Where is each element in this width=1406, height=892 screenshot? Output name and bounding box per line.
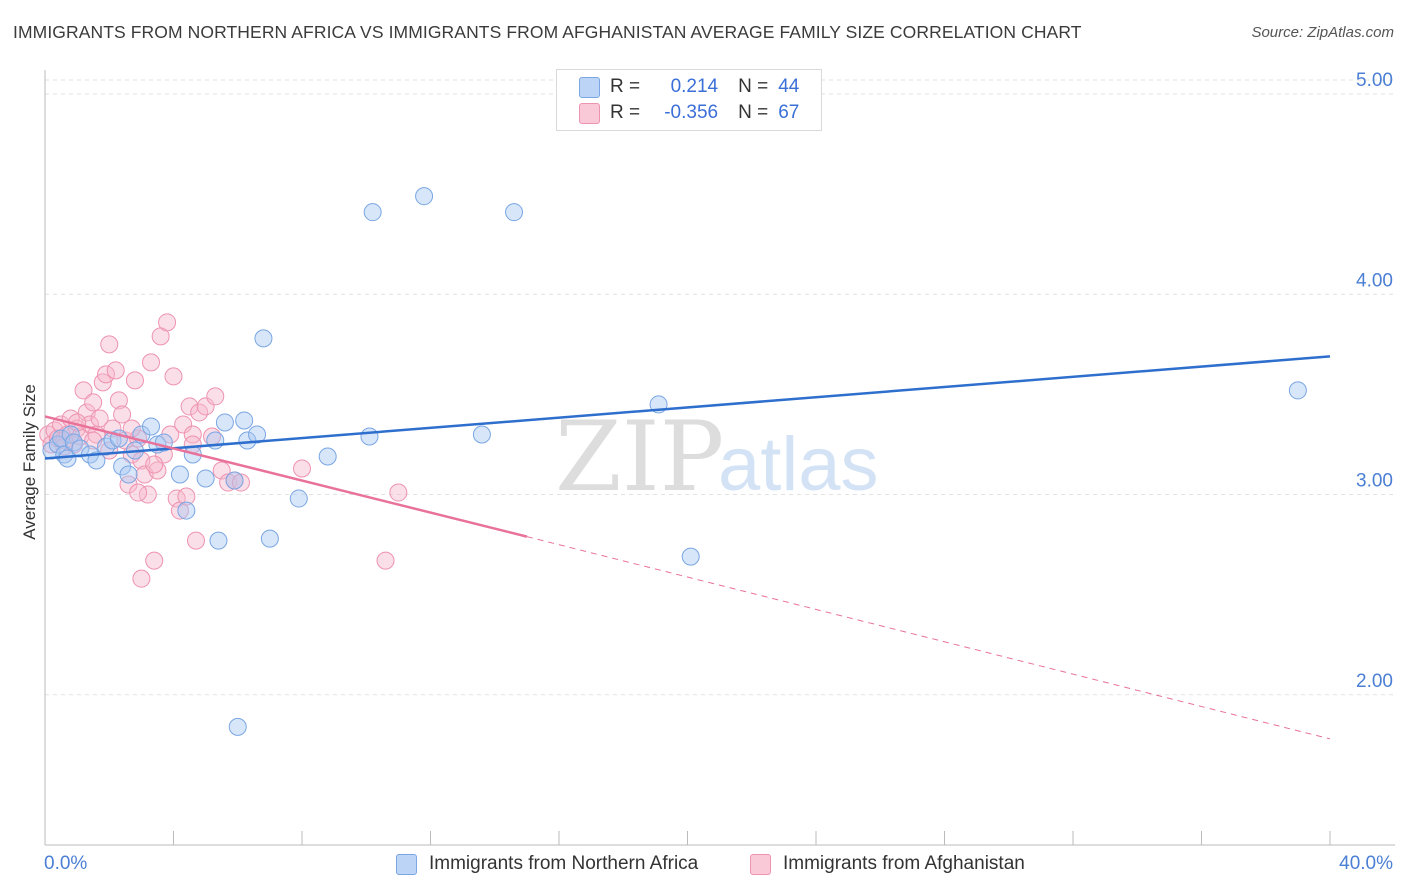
- northern-africa-point: [103, 431, 122, 450]
- northern-africa-point: [1288, 381, 1307, 400]
- afghanistan-point: [125, 371, 144, 390]
- northern-africa-point: [505, 203, 524, 222]
- legend-n-label: N =: [738, 76, 769, 97]
- northern-africa-point: [363, 203, 382, 222]
- northern-africa-point: [415, 187, 434, 206]
- legend-row-northern-africa: R = 0.214 N = 44: [579, 75, 799, 99]
- legend-r-label: R =: [610, 76, 641, 97]
- afghanistan-point: [90, 409, 109, 428]
- afghanistan-point: [196, 397, 215, 416]
- trend-lines: [44, 355, 1331, 740]
- northern-africa-point: [228, 717, 247, 736]
- legend-r-value: 0.214: [670, 76, 719, 97]
- northern-africa-point: [170, 465, 189, 484]
- northern-africa-point: [225, 471, 244, 490]
- northern-africa-point: [71, 439, 90, 458]
- afghanistan-points: [39, 313, 408, 588]
- legend-n-value: 67: [778, 102, 800, 123]
- northern-africa-point: [235, 411, 254, 430]
- bottom-legend-label: Immigrants from Afghanistan: [783, 853, 1025, 874]
- legend-r-value: -0.356: [664, 102, 719, 123]
- legend-row-afghanistan: R = -0.356 N = 67: [579, 101, 799, 125]
- watermark-zip: ZIP: [555, 401, 724, 513]
- northern-africa-point: [196, 469, 215, 488]
- northern-africa-point: [87, 451, 106, 470]
- northern-africa-point: [260, 529, 279, 548]
- afghanistan-point: [142, 353, 161, 372]
- trend-line-northern-africa: [44, 355, 1331, 460]
- northern-africa-point: [238, 431, 257, 450]
- bottom-legend-label: Immigrants from Northern Africa: [429, 853, 699, 874]
- northern-africa-point: [318, 447, 337, 466]
- grid-lines: [45, 79, 1395, 696]
- northern-africa-point: [289, 489, 308, 508]
- afghanistan-point: [174, 415, 193, 434]
- x-tick-label-max: 40.0%: [1339, 853, 1393, 874]
- legend-swatch-blue: [579, 76, 600, 98]
- legend-n-value: 44: [778, 76, 800, 97]
- x-tick-label-min: 0.0%: [44, 853, 87, 874]
- y-tick-label: 5.00: [1356, 70, 1393, 91]
- afghanistan-point: [180, 397, 199, 416]
- y-tick-label: 4.00: [1356, 270, 1393, 291]
- afghanistan-point: [206, 387, 225, 406]
- trend-line-afghanistan: [44, 415, 528, 538]
- afghanistan-point: [177, 487, 196, 506]
- bottom-legend-swatch-pink: [750, 853, 771, 875]
- afghanistan-point: [74, 381, 93, 400]
- chart-title: IMMIGRANTS FROM NORTHERN AFRICA VS IMMIG…: [13, 22, 1082, 42]
- northern-africa-point: [209, 531, 228, 550]
- y-tick-label: 3.00: [1356, 471, 1393, 492]
- afghanistan-point: [129, 483, 148, 502]
- afghanistan-point: [145, 455, 164, 474]
- bottom-legend-swatch-blue: [396, 853, 417, 875]
- tick-labels: 2.00 3.00 4.00 5.00 0.0% 40.0%: [44, 70, 1393, 874]
- legend-swatch-pink: [579, 102, 600, 124]
- afghanistan-point: [183, 425, 202, 444]
- northern-africa-point: [119, 465, 138, 484]
- afghanistan-point: [106, 361, 125, 380]
- legend-r-label: R =: [610, 102, 641, 123]
- northern-africa-point: [142, 417, 161, 436]
- afghanistan-point: [132, 569, 151, 588]
- afghanistan-point: [376, 551, 395, 570]
- bottom-legend-afghanistan: Immigrants from Afghanistan: [750, 852, 1025, 876]
- northern-africa-point: [215, 413, 234, 432]
- afghanistan-point: [231, 473, 250, 492]
- afghanistan-point: [186, 531, 205, 550]
- northern-africa-point: [177, 501, 196, 520]
- trend-line-afghanistan-extension: [526, 536, 1331, 740]
- afghanistan-point: [113, 405, 132, 424]
- bottom-legend-northern-africa: Immigrants from Northern Africa: [396, 852, 698, 876]
- northern-africa-point: [248, 425, 267, 444]
- afghanistan-point: [97, 365, 116, 384]
- northern-africa-point: [472, 425, 491, 444]
- y-axis-label: Average Family Size: [20, 384, 39, 540]
- northern-africa-points: [42, 187, 1307, 736]
- afghanistan-point: [84, 393, 103, 412]
- legend-n-label: N =: [738, 102, 769, 123]
- source-label: Source: ZipAtlas.com: [1251, 24, 1394, 41]
- afghanistan-point: [389, 483, 408, 502]
- afghanistan-point: [293, 459, 311, 478]
- afghanistan-point: [158, 313, 177, 332]
- afghanistan-point: [100, 335, 119, 354]
- afghanistan-point: [109, 391, 128, 410]
- correlation-legend: R = 0.214 N = 44 R = -0.356 N = 67: [556, 69, 822, 131]
- northern-africa-point: [254, 329, 273, 348]
- northern-africa-point: [360, 427, 379, 446]
- y-tick-label: 2.00: [1356, 671, 1393, 692]
- northern-africa-point: [681, 547, 700, 566]
- afghanistan-point: [219, 473, 238, 492]
- afghanistan-point: [164, 367, 183, 386]
- watermark-atlas: atlas: [718, 422, 879, 507]
- afghanistan-point: [145, 551, 164, 570]
